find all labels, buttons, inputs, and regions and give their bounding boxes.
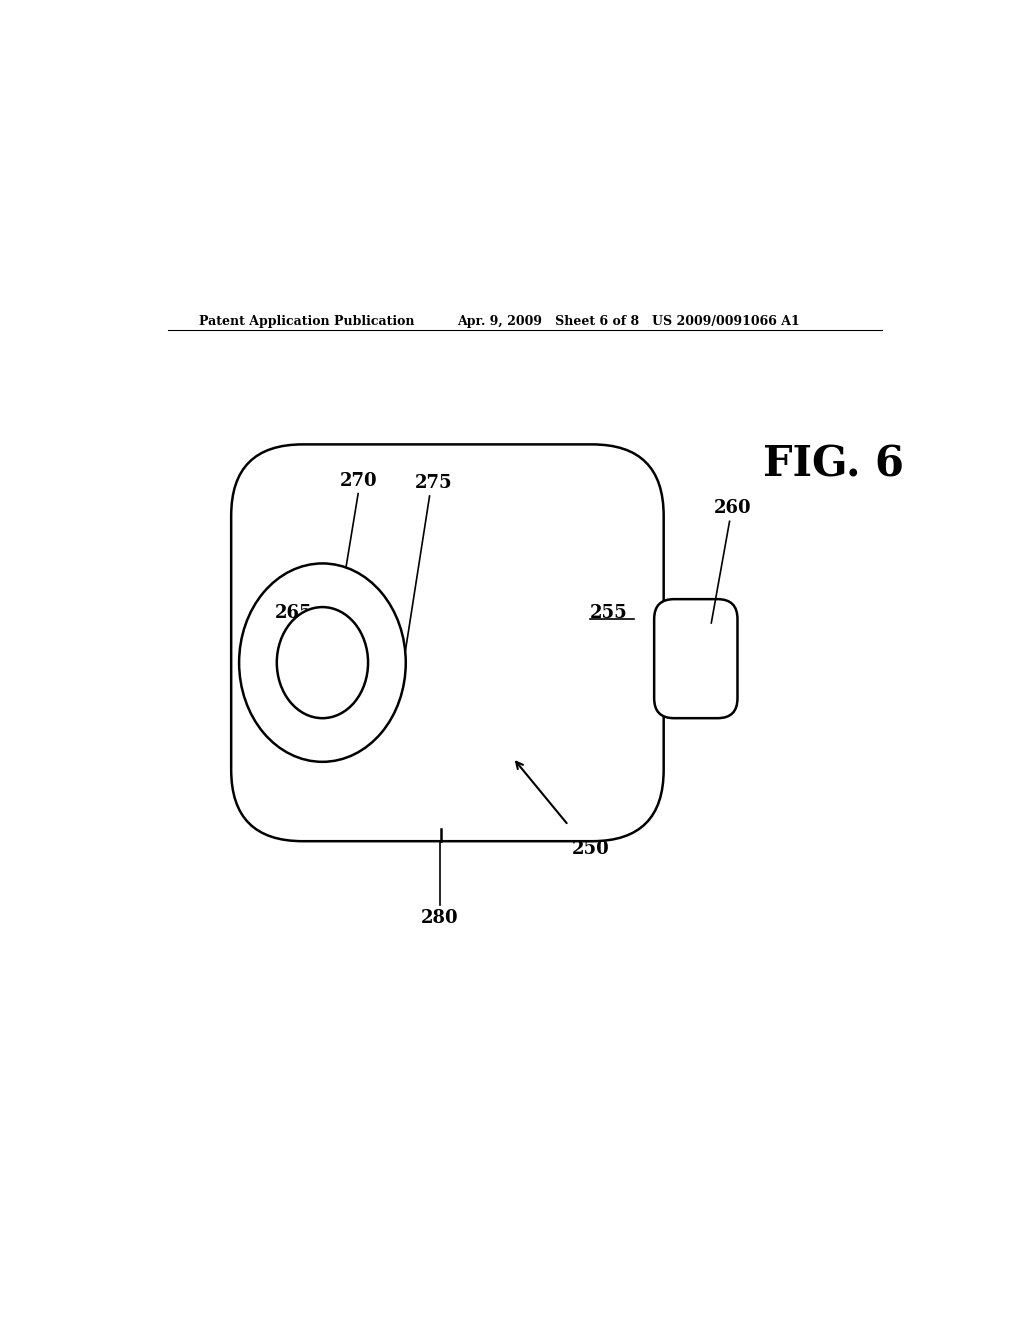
Text: 265: 265 [274, 603, 312, 622]
FancyBboxPatch shape [231, 445, 664, 841]
Text: 270: 270 [339, 471, 377, 490]
Text: FIG. 6: FIG. 6 [763, 444, 904, 486]
FancyBboxPatch shape [654, 599, 737, 718]
Ellipse shape [276, 607, 368, 718]
Text: Apr. 9, 2009   Sheet 6 of 8: Apr. 9, 2009 Sheet 6 of 8 [458, 315, 639, 327]
Text: US 2009/0091066 A1: US 2009/0091066 A1 [652, 315, 800, 327]
Text: 275: 275 [415, 474, 453, 492]
Ellipse shape [240, 564, 406, 762]
Text: 255: 255 [590, 603, 628, 622]
Text: 250: 250 [571, 840, 609, 858]
Text: 260: 260 [714, 499, 752, 517]
Text: Patent Application Publication: Patent Application Publication [200, 315, 415, 327]
Text: 280: 280 [421, 908, 459, 927]
